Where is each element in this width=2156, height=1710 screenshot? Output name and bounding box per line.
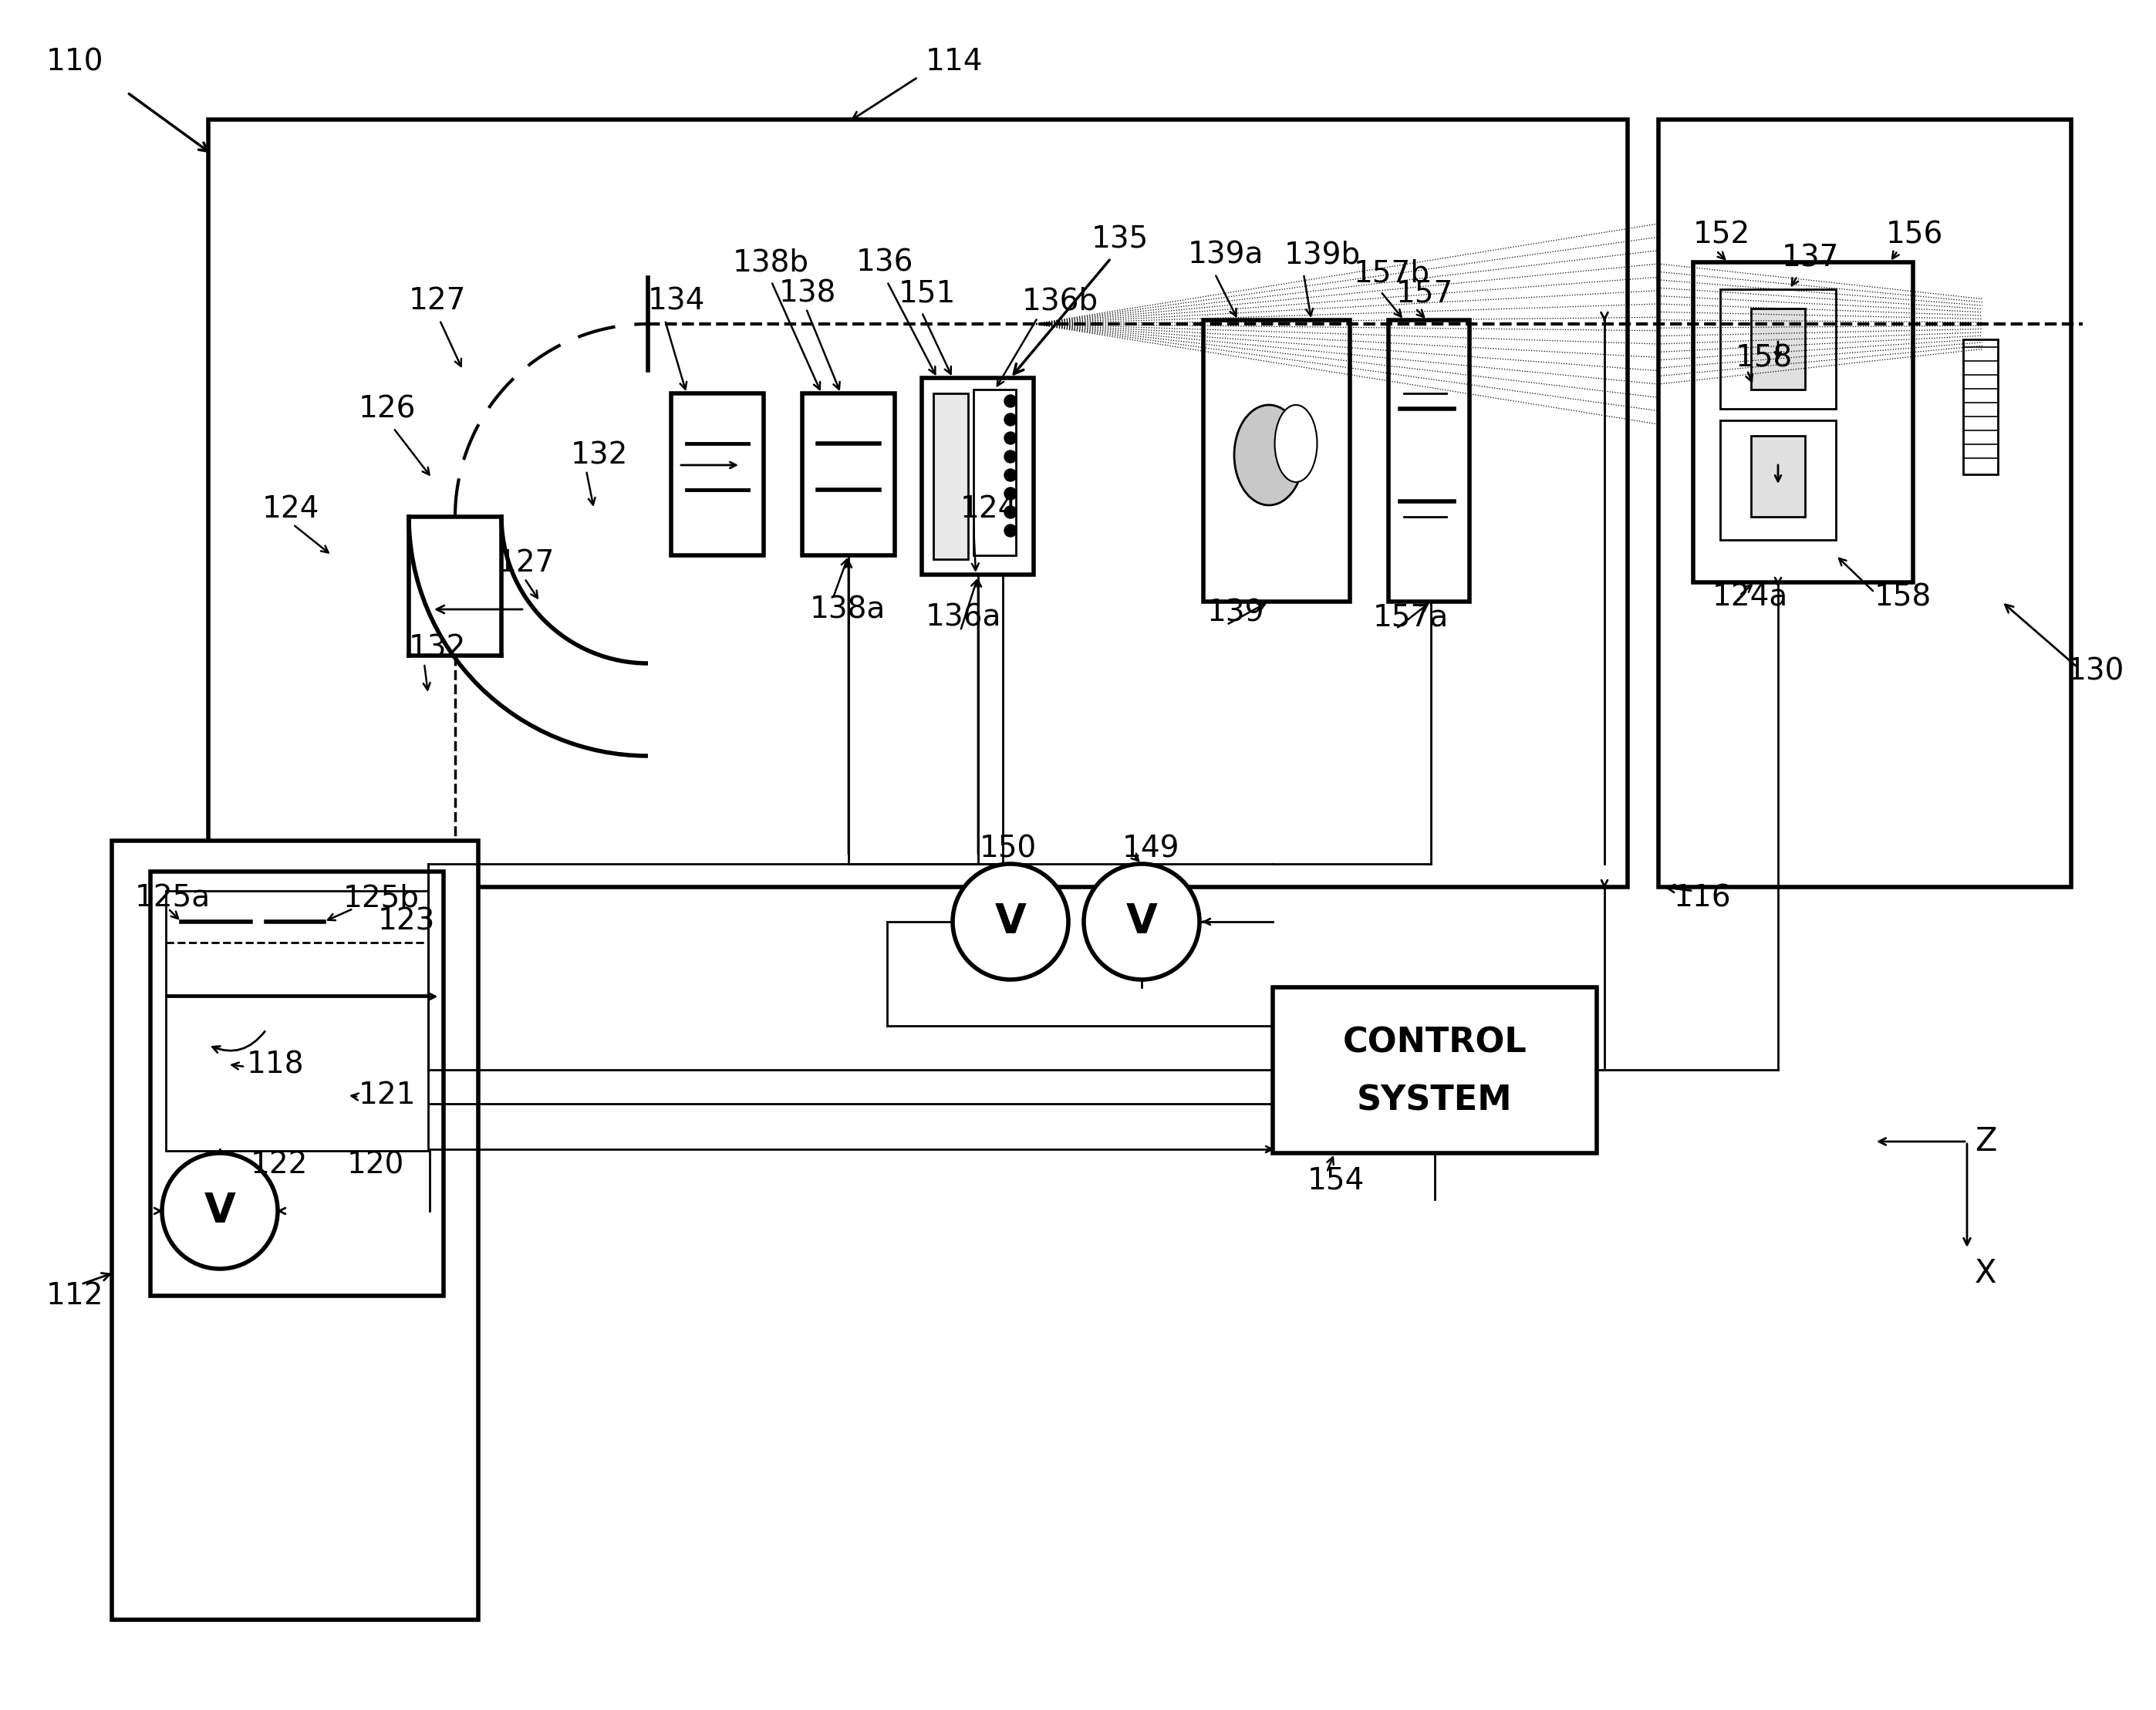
Bar bbox=[1203, 320, 1350, 602]
Bar bbox=[1388, 320, 1470, 602]
Text: X: X bbox=[1975, 1257, 1996, 1289]
Text: SYSTEM: SYSTEM bbox=[1356, 1084, 1514, 1117]
Circle shape bbox=[1084, 864, 1199, 980]
Bar bbox=[151, 872, 444, 1296]
Text: 134: 134 bbox=[649, 286, 705, 315]
Text: 156: 156 bbox=[1886, 221, 1943, 250]
Bar bbox=[1658, 120, 2072, 887]
Bar bbox=[975, 390, 1015, 556]
Bar bbox=[1692, 262, 1912, 583]
Text: V: V bbox=[205, 1190, 235, 1231]
Bar bbox=[934, 393, 968, 559]
Text: 127: 127 bbox=[410, 286, 466, 315]
Bar bbox=[1751, 308, 1805, 390]
Text: 154: 154 bbox=[1307, 1166, 1365, 1195]
Circle shape bbox=[162, 1153, 278, 1269]
Text: 124: 124 bbox=[263, 494, 319, 523]
Text: 124a: 124a bbox=[1712, 583, 1787, 612]
Circle shape bbox=[1005, 395, 1018, 407]
Circle shape bbox=[1005, 450, 1018, 463]
Circle shape bbox=[1005, 414, 1018, 426]
Text: 139: 139 bbox=[1207, 598, 1266, 628]
Circle shape bbox=[1005, 433, 1018, 445]
Text: 124: 124 bbox=[959, 494, 1018, 523]
Circle shape bbox=[1005, 487, 1018, 499]
Text: Z: Z bbox=[1975, 1125, 1996, 1158]
Bar bbox=[1964, 339, 1999, 474]
Text: V: V bbox=[994, 901, 1026, 942]
Text: 125a: 125a bbox=[136, 884, 211, 913]
Text: 137: 137 bbox=[1781, 245, 1839, 274]
Text: 138b: 138b bbox=[733, 248, 808, 277]
Text: 135: 135 bbox=[1091, 224, 1149, 253]
Text: 120: 120 bbox=[347, 1151, 405, 1180]
Text: 114: 114 bbox=[925, 48, 983, 77]
Text: 125b: 125b bbox=[343, 884, 420, 913]
Text: 126: 126 bbox=[358, 393, 416, 424]
Text: 132: 132 bbox=[571, 441, 627, 470]
Text: 110: 110 bbox=[45, 48, 103, 77]
Ellipse shape bbox=[1233, 405, 1304, 504]
Circle shape bbox=[1005, 525, 1018, 537]
Bar bbox=[166, 997, 429, 1151]
Bar bbox=[923, 378, 1033, 575]
Text: 136a: 136a bbox=[925, 602, 1003, 631]
Circle shape bbox=[1005, 469, 1018, 481]
Bar bbox=[209, 120, 1628, 887]
Text: V: V bbox=[1125, 901, 1158, 942]
Text: 139b: 139b bbox=[1285, 239, 1360, 268]
Text: 136b: 136b bbox=[1022, 286, 1100, 315]
Text: 158: 158 bbox=[1736, 344, 1794, 373]
Text: 121: 121 bbox=[358, 1081, 416, 1110]
Text: 132: 132 bbox=[410, 633, 466, 662]
Text: 157b: 157b bbox=[1354, 260, 1429, 289]
Bar bbox=[166, 891, 429, 995]
Bar bbox=[802, 393, 895, 556]
Text: 130: 130 bbox=[2068, 657, 2124, 686]
Text: 116: 116 bbox=[1673, 884, 1731, 913]
Text: 123: 123 bbox=[377, 906, 436, 937]
Text: CONTROL: CONTROL bbox=[1343, 1026, 1526, 1060]
Text: 136: 136 bbox=[856, 248, 914, 277]
Bar bbox=[112, 841, 479, 1619]
Bar bbox=[671, 393, 763, 556]
Bar bbox=[1720, 289, 1837, 409]
Text: 139a: 139a bbox=[1188, 239, 1263, 268]
Text: 127: 127 bbox=[498, 549, 554, 578]
Circle shape bbox=[953, 864, 1069, 980]
Text: 138a: 138a bbox=[811, 595, 886, 624]
Text: 152: 152 bbox=[1692, 221, 1751, 250]
Bar bbox=[1272, 987, 1598, 1153]
Text: 112: 112 bbox=[45, 1281, 103, 1310]
Text: 122: 122 bbox=[250, 1151, 308, 1180]
Text: 149: 149 bbox=[1123, 834, 1179, 864]
Bar bbox=[1751, 436, 1805, 516]
Circle shape bbox=[1005, 506, 1018, 518]
Text: 157: 157 bbox=[1397, 279, 1453, 308]
Ellipse shape bbox=[1274, 405, 1317, 482]
Text: 138: 138 bbox=[778, 279, 837, 308]
Text: 118: 118 bbox=[246, 1050, 304, 1079]
Text: 151: 151 bbox=[899, 279, 955, 308]
Bar bbox=[1720, 421, 1837, 540]
Text: 150: 150 bbox=[979, 834, 1037, 864]
Text: 158: 158 bbox=[1874, 583, 1932, 612]
Text: 157a: 157a bbox=[1373, 602, 1449, 631]
